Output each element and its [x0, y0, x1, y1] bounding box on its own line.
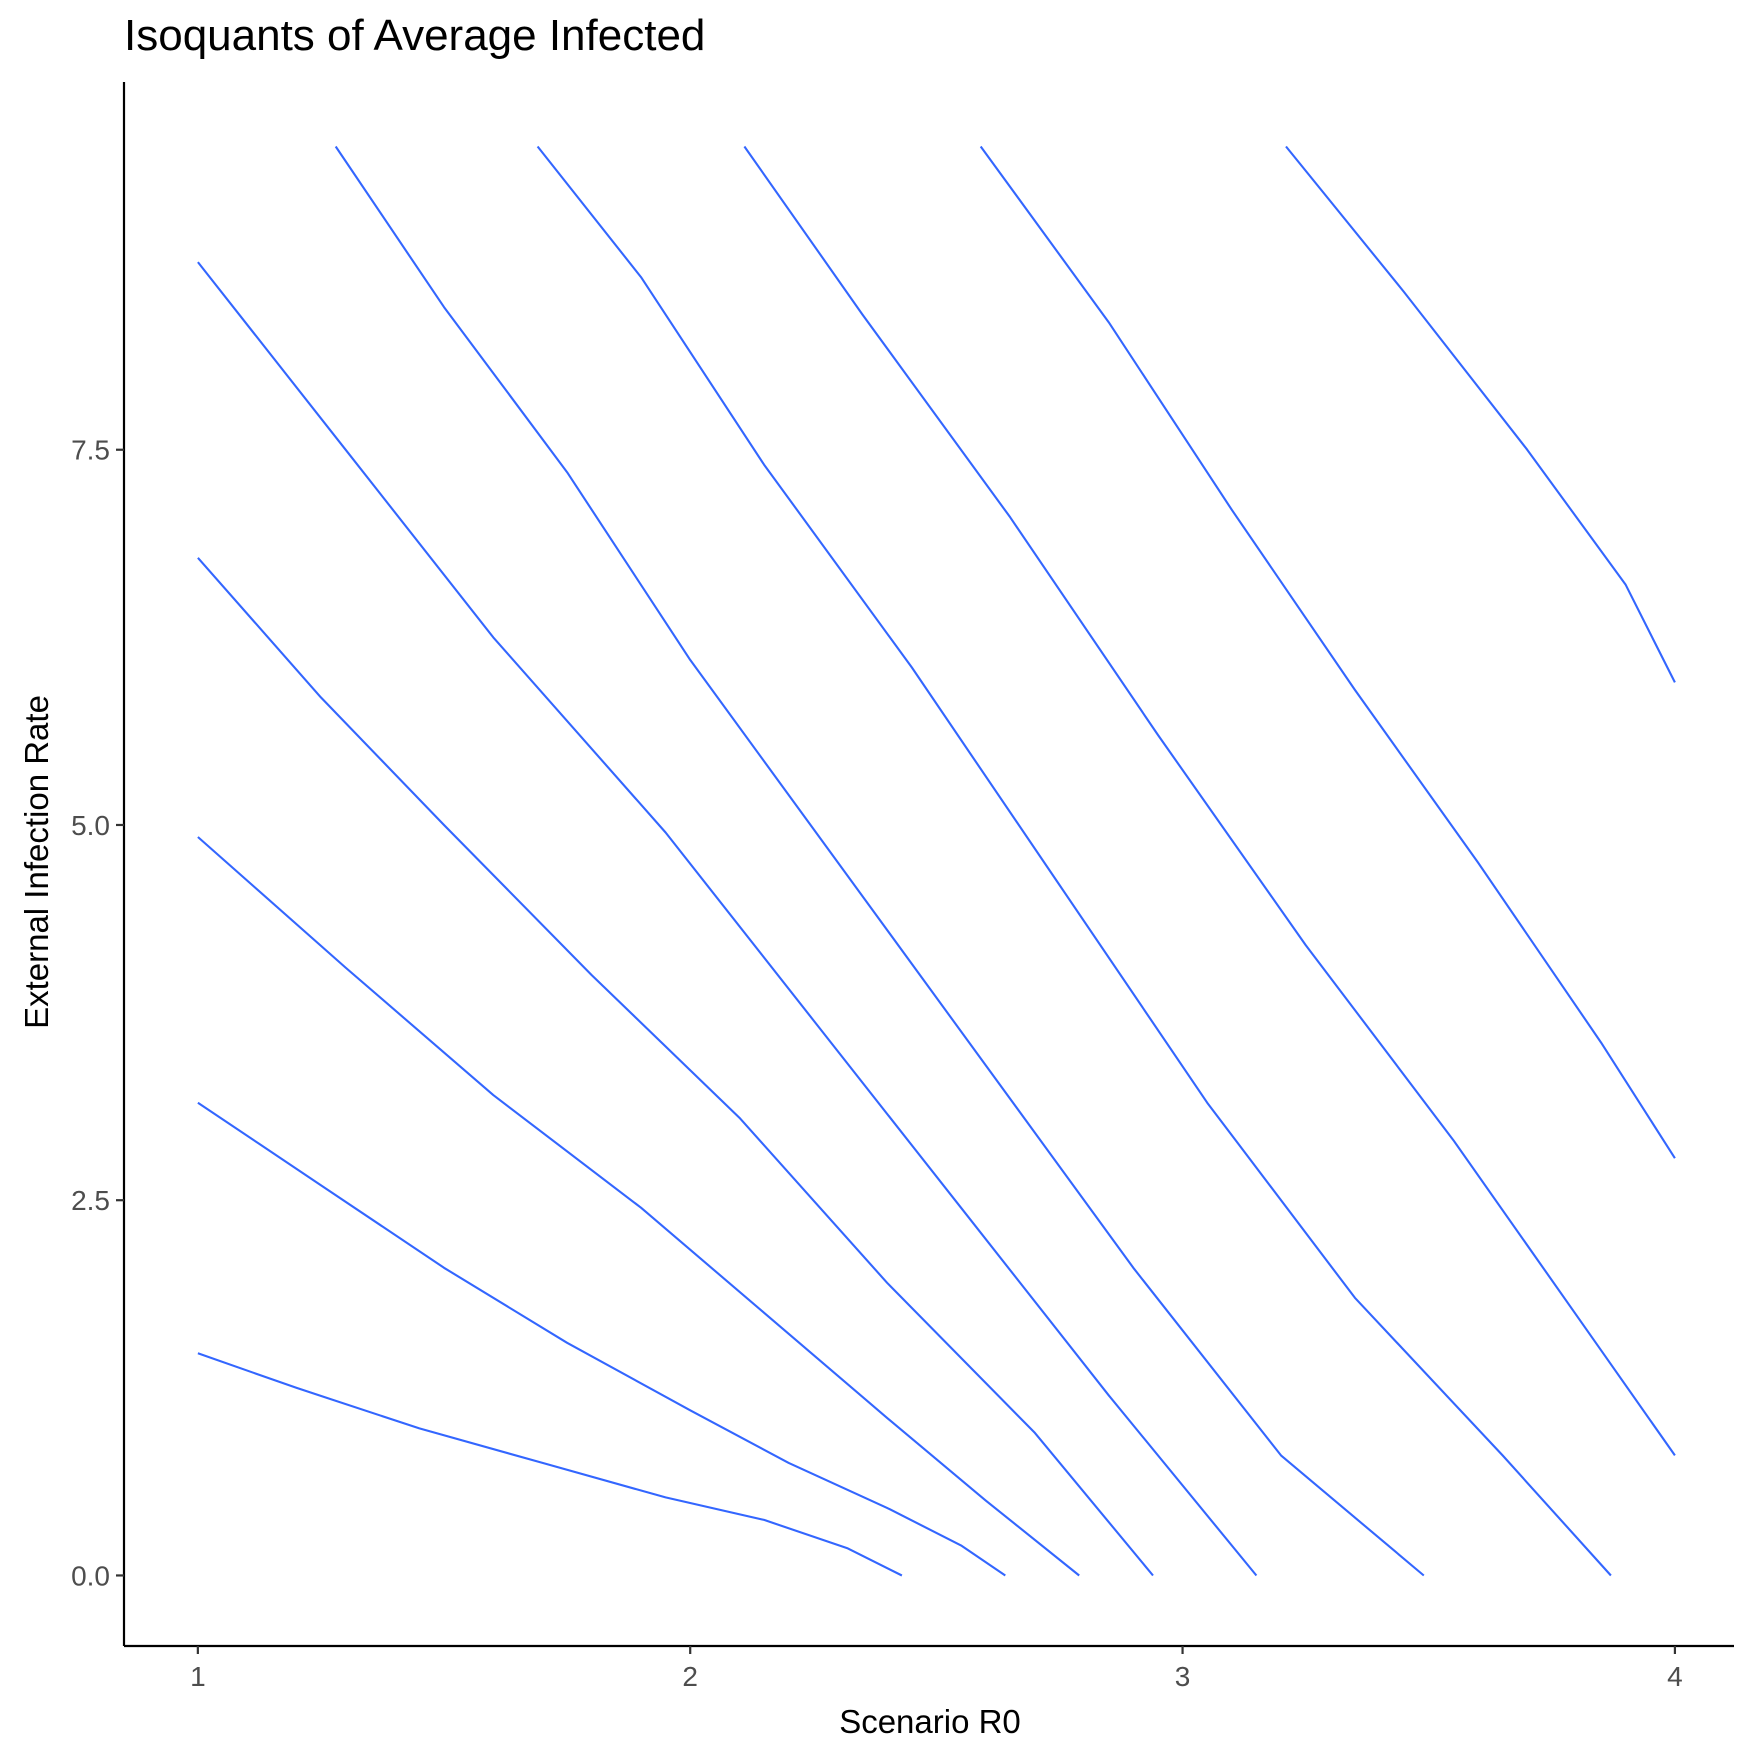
isoquant-line-9	[979, 145, 1676, 1159]
y-tick-label: 2.5	[71, 1185, 110, 1216]
x-axis-title: Scenario R0	[839, 1703, 1021, 1740]
x-axis-ticks: 1 2 3 4	[190, 1646, 1683, 1692]
isoquant-line-6	[334, 145, 1425, 1577]
isoquant-lines	[197, 145, 1676, 1577]
x-tick-label: 1	[190, 1661, 206, 1692]
isoquant-line-7	[536, 145, 1612, 1577]
isoquant-line-8	[743, 145, 1676, 1457]
y-tick-label: 0.0	[71, 1560, 110, 1591]
axes: 0.0 2.5 5.0 7.5 1 2 3 4	[71, 82, 1734, 1692]
y-tick-label: 7.5	[71, 435, 110, 466]
isoquant-line-3	[197, 836, 1080, 1577]
x-tick-label: 3	[1175, 1661, 1191, 1692]
isoquant-line-2	[197, 1101, 1006, 1577]
chart-title: Isoquants of Average Infected	[124, 11, 705, 60]
isoquant-line-4	[197, 557, 1154, 1577]
y-tick-label: 5.0	[71, 810, 110, 841]
x-tick-label: 2	[682, 1661, 698, 1692]
isoquant-line-5	[197, 261, 1258, 1577]
isoquant-line-10	[1285, 145, 1676, 683]
isoquant-line-1	[197, 1352, 903, 1577]
y-axis-ticks: 0.0 2.5 5.0 7.5	[71, 435, 124, 1591]
y-axis-title: External Infection Rate	[18, 695, 55, 1029]
x-tick-label: 4	[1667, 1661, 1683, 1692]
